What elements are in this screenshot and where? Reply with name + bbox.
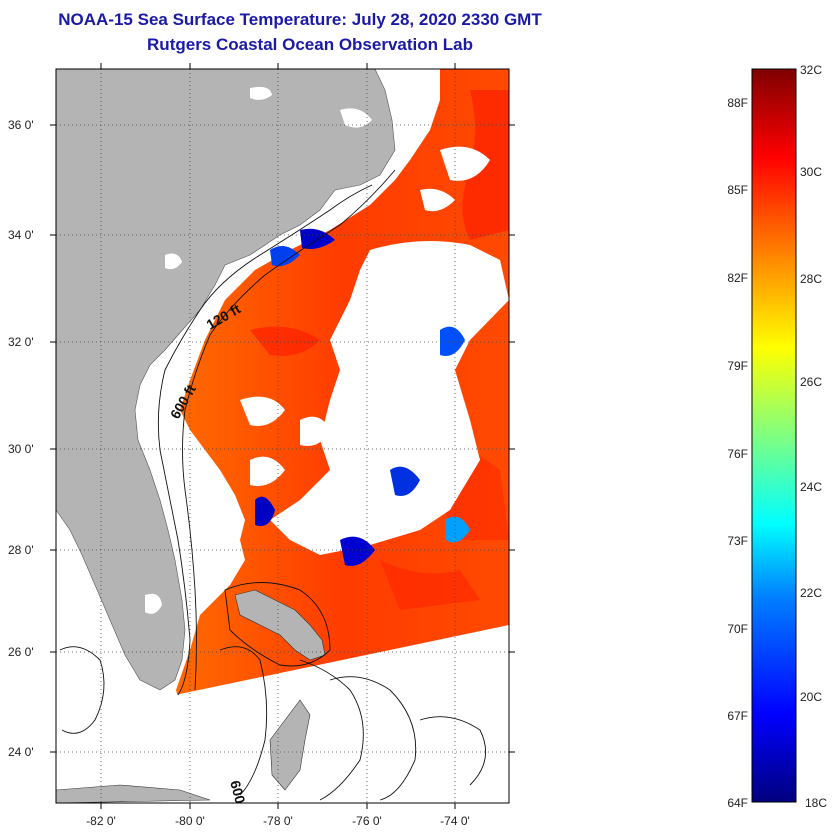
cb-label-85f: 85F [727,183,748,197]
cb-label-70f: 70F [727,622,748,636]
axis-ticks [50,63,515,809]
contour-600ft [182,169,396,691]
map-area: 120 ft 600 ft 600 ft [56,69,509,803]
lat-label-36: 36 0' [8,118,34,132]
title-line-2: Rutgers Coastal Ocean Observation Lab [147,35,473,54]
cb-label-76f: 76F [727,447,748,461]
lat-label-30: 30 0' [8,442,34,456]
cb-label-88f: 88F [727,96,748,110]
cb-label-79f: 79F [727,359,748,373]
lat-label-34: 34 0' [8,228,34,242]
lat-label-28: 28 0' [8,543,34,557]
cb-label-26c: 26C [800,375,822,389]
contour-120ft [157,184,373,696]
map-frame [55,68,510,804]
lon-label-74: -74 0' [440,814,470,828]
cb-label-67f: 67F [727,709,748,723]
cloud-region [270,241,509,555]
cb-label-30c: 30C [800,165,822,179]
lon-label-82: -82 0' [86,814,116,828]
cb-label-20c: 20C [800,690,822,704]
cb-label-18c: 18C [805,796,827,810]
lat-label-24: 24 0' [8,745,34,759]
cb-label-32c: 32C [800,63,822,77]
title-line-1: NOAA-15 Sea Surface Temperature: July 28… [58,10,542,29]
cb-label-64f: 64F [727,796,748,810]
lon-label-78: -78 0' [263,814,293,828]
cb-label-22c: 22C [800,586,822,600]
lon-label-80: -80 0' [175,814,205,828]
cb-label-28c: 28C [800,272,822,286]
lat-label-26: 26 0' [8,645,34,659]
lat-label-32: 32 0' [8,335,34,349]
cb-label-82f: 82F [727,271,748,285]
colorbar [751,68,797,803]
lon-label-76: -76 0' [352,814,382,828]
land-mass [56,69,396,691]
cb-label-73f: 73F [727,534,748,548]
cb-label-24c: 24C [800,480,822,494]
